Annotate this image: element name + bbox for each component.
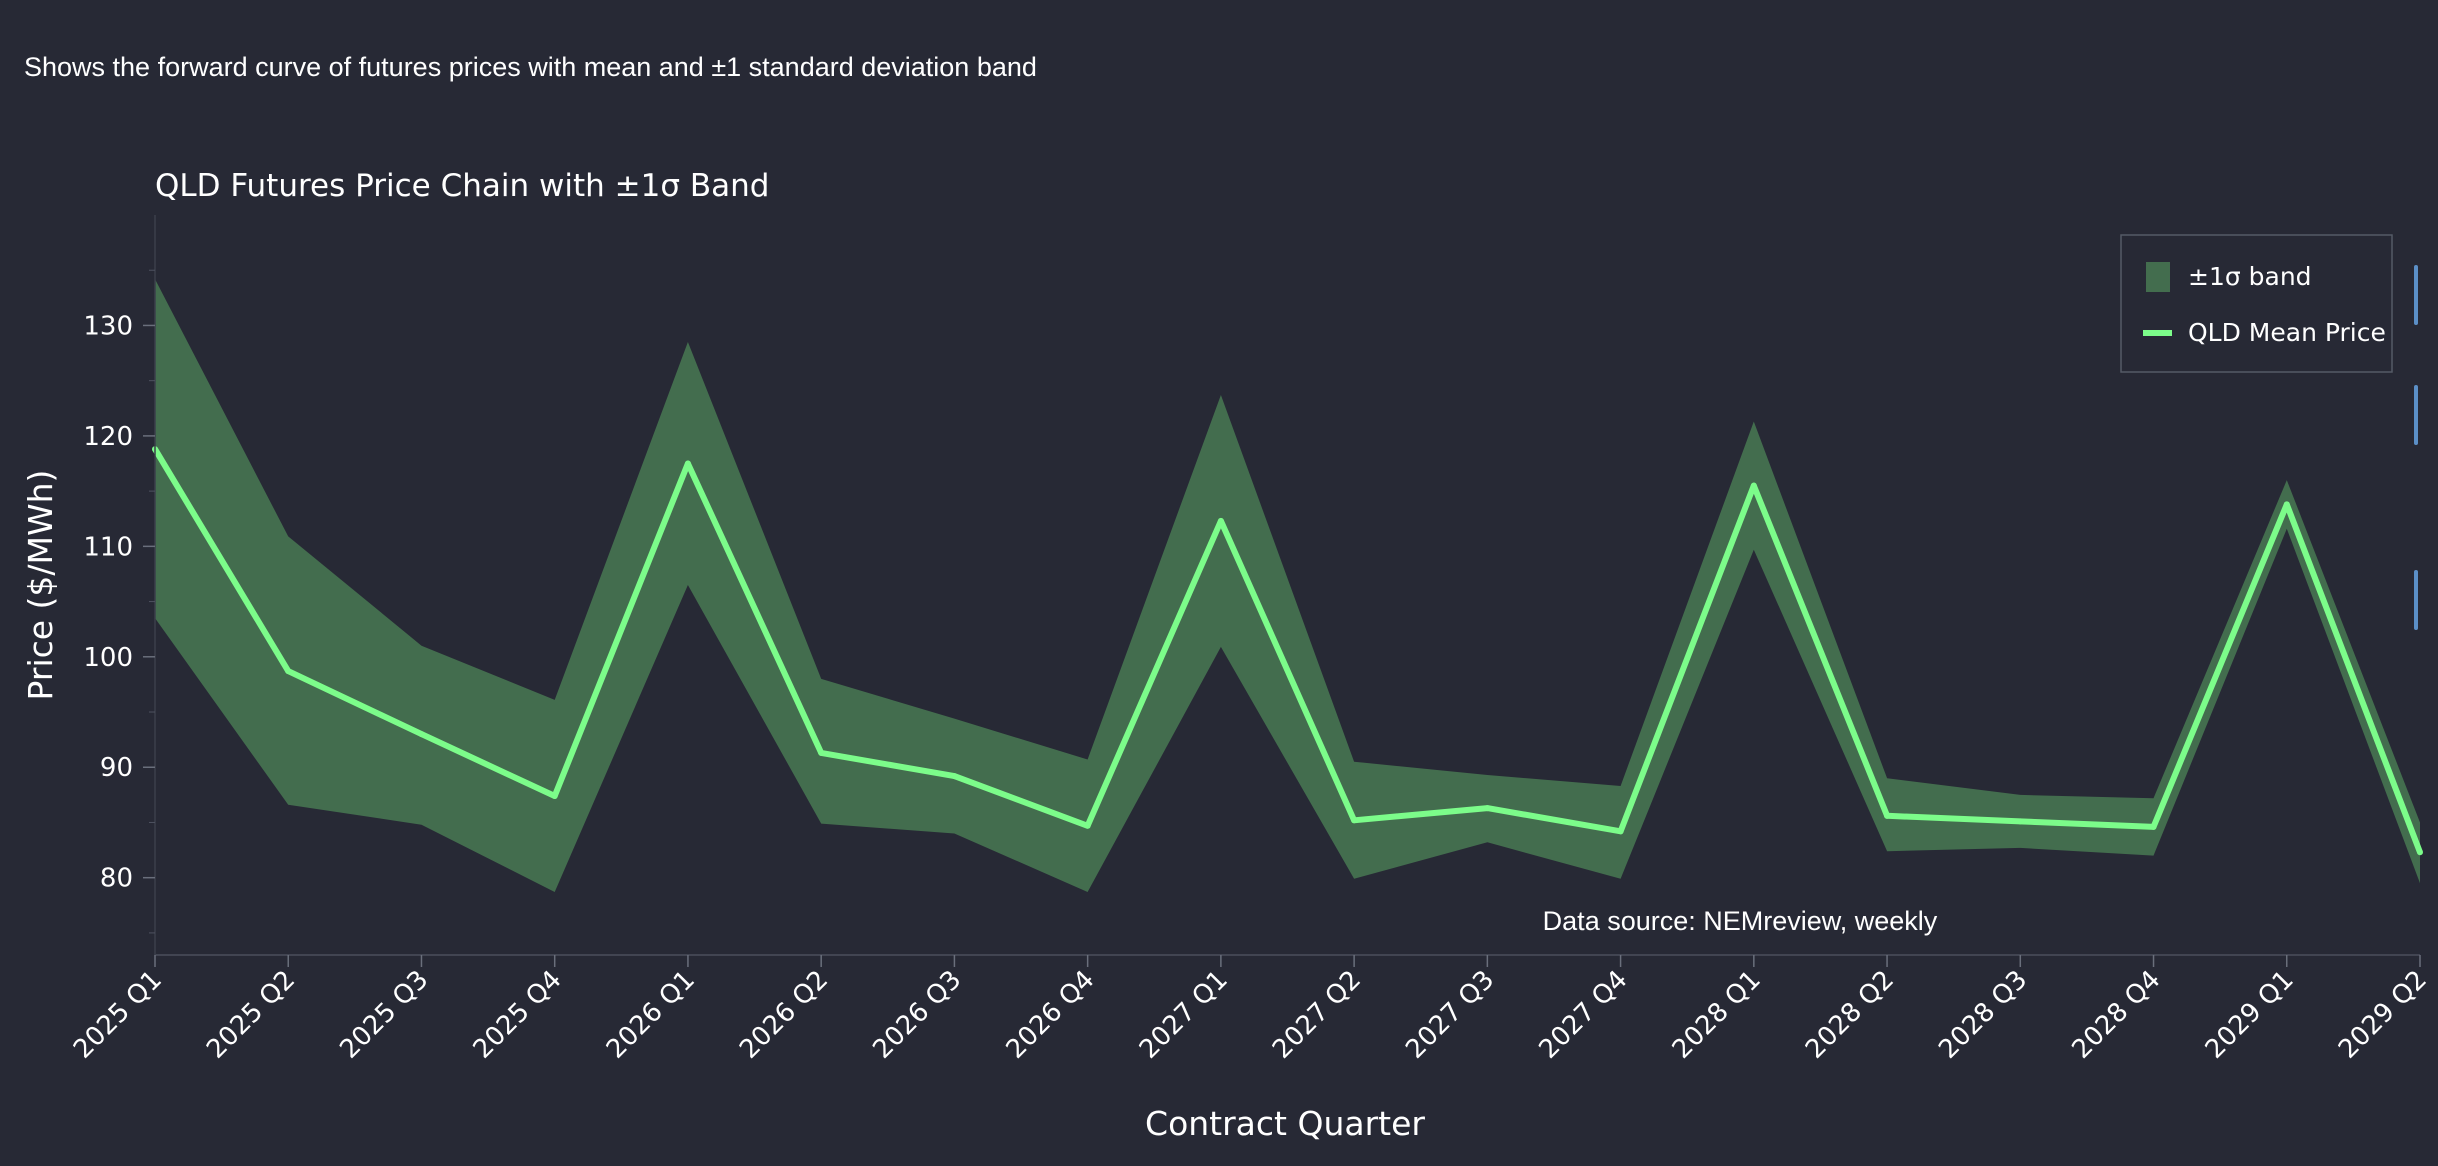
x-tick-label: 2026 Q1 (601, 965, 701, 1065)
mean-price-point[interactable] (1750, 482, 1757, 489)
mean-price-point[interactable] (684, 460, 691, 467)
chart-description: Shows the forward curve of futures price… (24, 52, 1037, 82)
x-tick-label: 2029 Q1 (2200, 965, 2300, 1065)
chart-title: QLD Futures Price Chain with ±1σ Band (155, 168, 769, 204)
mean-price-point[interactable] (285, 668, 292, 675)
sigma-band[interactable] (155, 279, 2420, 893)
y-tick-label: 80 (100, 864, 133, 894)
legend-band-label[interactable]: ±1σ band (2188, 262, 2312, 291)
y-tick-label: 110 (83, 532, 133, 562)
x-tick-label: 2026 Q3 (867, 965, 967, 1065)
modebar[interactable] (2412, 210, 2438, 640)
y-tick-label: 90 (100, 753, 133, 783)
axis-layer (154, 215, 2420, 956)
x-tick-label: 2029 Q2 (2333, 965, 2433, 1065)
y-tick-label: 130 (83, 311, 133, 341)
legend-box (2120, 234, 2393, 373)
y-axis-title: Price ($/MWh) (21, 470, 60, 701)
legend[interactable]: ±1σ band QLD Mean Price (2120, 234, 2393, 373)
legend-line-label[interactable]: QLD Mean Price (2188, 318, 2386, 347)
mean-price-point[interactable] (2017, 818, 2024, 825)
x-axis-title: Contract Quarter (1145, 1104, 1425, 1143)
x-tick-label: 2028 Q3 (1933, 965, 2033, 1065)
x-tick-label: 2028 Q4 (2066, 965, 2166, 1065)
x-tick-label: 2026 Q2 (734, 965, 834, 1065)
mean-price-point[interactable] (1617, 828, 1624, 835)
mean-price-point[interactable] (1084, 822, 1091, 829)
mean-price-point[interactable] (1884, 812, 1891, 819)
x-tick-label: 2025 Q4 (468, 965, 568, 1065)
x-tick-label: 2027 Q2 (1267, 965, 1367, 1065)
mean-price-point[interactable] (1484, 805, 1491, 812)
mean-price-point[interactable] (1217, 517, 1224, 524)
x-tick-label: 2025 Q2 (201, 965, 301, 1065)
y-tick-labels: 80 90 100 110 120 130 (83, 269, 155, 934)
mean-price-point[interactable] (551, 792, 558, 799)
mean-price-point[interactable] (951, 773, 958, 780)
line-layer (152, 446, 2423, 856)
y-tick-label: 100 (83, 643, 133, 673)
y-tick-label: 120 (83, 422, 133, 452)
mean-price-point[interactable] (2150, 823, 2157, 830)
x-tick-label: 2028 Q1 (1667, 965, 1767, 1065)
x-tick-label: 2026 Q4 (1001, 965, 1101, 1065)
modebar-zoom-button[interactable] (2414, 265, 2418, 325)
modebar-pan-button[interactable] (2414, 385, 2418, 445)
modebar-reset-button[interactable] (2414, 570, 2418, 630)
x-tick-label: 2027 Q1 (1134, 965, 1234, 1065)
mean-price-point[interactable] (2417, 849, 2423, 856)
x-tick-label: 2025 Q3 (334, 965, 434, 1065)
mean-price-point[interactable] (2283, 501, 2290, 508)
mean-price-point[interactable] (818, 749, 825, 756)
legend-band-swatch[interactable] (2146, 262, 2170, 292)
mean-price-point[interactable] (418, 731, 425, 738)
mean-price-line[interactable] (152, 447, 2423, 854)
mean-price-point[interactable] (1351, 817, 1358, 824)
x-tick-label: 2027 Q4 (1534, 965, 1634, 1065)
x-tick-label: 2025 Q1 (68, 965, 168, 1065)
data-source-annotation: Data source: NEMreview, weekly (1543, 906, 1938, 936)
band-layer (155, 279, 2420, 893)
x-tick-label: 2028 Q2 (1800, 965, 1900, 1065)
x-tick-label: 2027 Q3 (1400, 965, 1500, 1065)
x-tick-labels: 2025 Q1 2025 Q2 2025 Q3 2025 Q4 2026 Q1 2026 … (68, 955, 2433, 1065)
